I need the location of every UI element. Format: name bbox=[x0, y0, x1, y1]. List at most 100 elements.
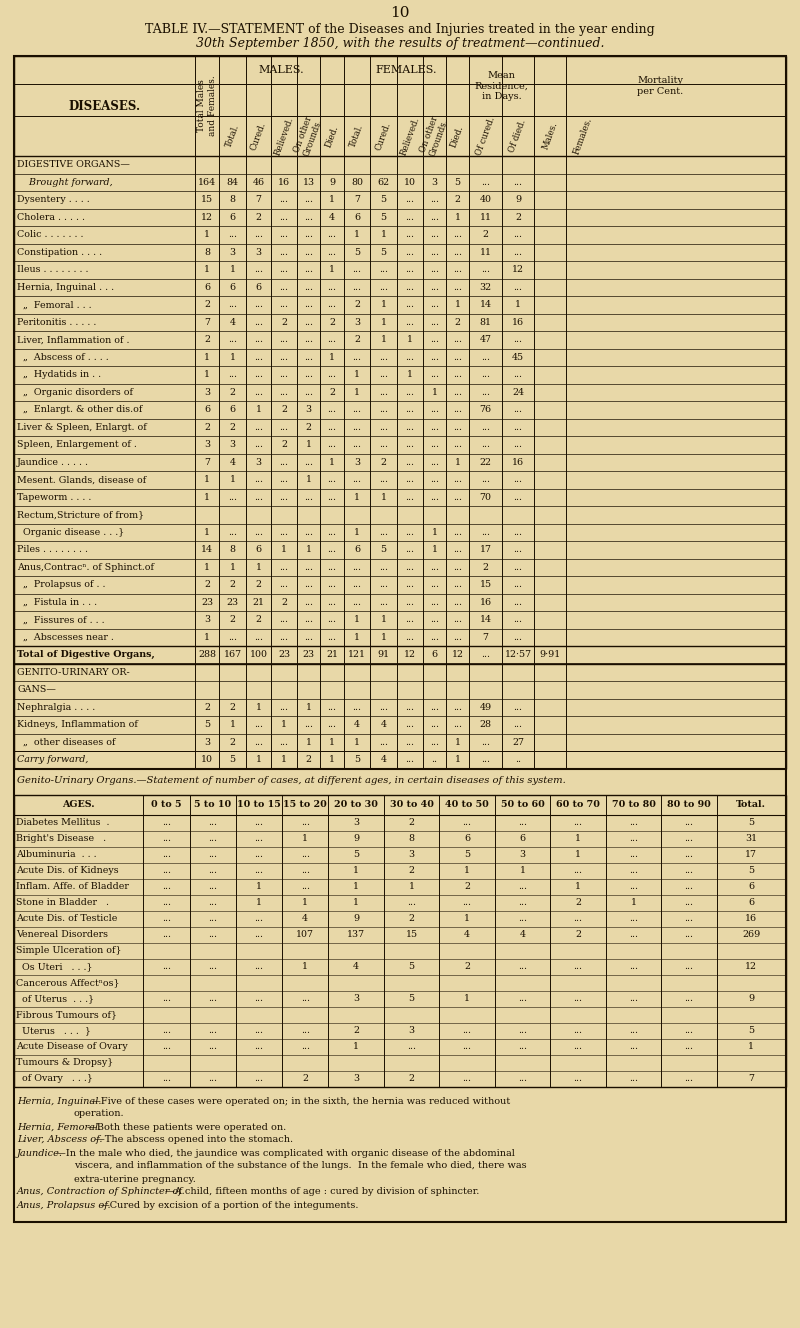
Text: ...: ... bbox=[481, 441, 490, 449]
Text: Fibrous Tumours of}: Fibrous Tumours of} bbox=[16, 1011, 117, 1019]
Text: ...: ... bbox=[208, 882, 218, 891]
Text: 9: 9 bbox=[353, 914, 359, 923]
Text: 15: 15 bbox=[406, 930, 418, 939]
Text: 76: 76 bbox=[479, 405, 491, 414]
Text: 1: 1 bbox=[329, 738, 335, 746]
Text: 1: 1 bbox=[353, 898, 359, 907]
Text: ...: ... bbox=[453, 266, 462, 275]
Text: ...: ... bbox=[279, 230, 289, 239]
Text: 1: 1 bbox=[230, 475, 235, 485]
Text: ...: ... bbox=[518, 914, 527, 923]
Text: ...: ... bbox=[379, 527, 388, 537]
Text: 4: 4 bbox=[381, 756, 386, 764]
Text: ...: ... bbox=[254, 850, 263, 859]
Text: ...: ... bbox=[353, 266, 362, 275]
Text: „  Fissures of . . .: „ Fissures of . . . bbox=[17, 615, 105, 624]
Text: 16: 16 bbox=[746, 914, 758, 923]
Text: ...: ... bbox=[304, 720, 313, 729]
Text: ...: ... bbox=[430, 317, 439, 327]
Text: ...: ... bbox=[406, 248, 414, 256]
Text: ...: ... bbox=[629, 1027, 638, 1035]
Text: ...: ... bbox=[327, 615, 337, 624]
Text: ...: ... bbox=[685, 1027, 694, 1035]
Text: viscera, and inflammation of the substance of the lungs.  In the female who died: viscera, and inflammation of the substan… bbox=[74, 1162, 526, 1170]
Text: Bright's Disease   .: Bright's Disease . bbox=[16, 834, 106, 843]
Text: ...: ... bbox=[254, 230, 263, 239]
Text: ...: ... bbox=[430, 248, 439, 256]
Text: 1: 1 bbox=[354, 632, 360, 641]
Text: 27: 27 bbox=[512, 738, 524, 746]
Text: —Five of these cases were operated on; in the sixth, the hernia was reduced with: —Five of these cases were operated on; i… bbox=[91, 1097, 510, 1105]
Text: ...: ... bbox=[304, 300, 313, 309]
Text: 5: 5 bbox=[748, 818, 754, 827]
Text: ...: ... bbox=[685, 834, 694, 843]
Text: ...: ... bbox=[406, 738, 414, 746]
Text: ...: ... bbox=[685, 1074, 694, 1084]
Text: ...: ... bbox=[379, 441, 388, 449]
Text: 5 to 10: 5 to 10 bbox=[194, 799, 231, 809]
Text: 32: 32 bbox=[479, 283, 491, 292]
Text: 14: 14 bbox=[479, 615, 491, 624]
Text: ...: ... bbox=[254, 993, 263, 1003]
Text: 20 to 30: 20 to 30 bbox=[334, 799, 378, 809]
Text: 80: 80 bbox=[351, 178, 363, 187]
Text: ...: ... bbox=[254, 1042, 263, 1050]
Text: 17: 17 bbox=[479, 546, 491, 554]
Text: 5: 5 bbox=[230, 756, 235, 764]
Text: 3: 3 bbox=[306, 405, 311, 414]
Text: 80 to 90: 80 to 90 bbox=[667, 799, 710, 809]
Text: 2: 2 bbox=[409, 914, 414, 923]
Text: 6: 6 bbox=[204, 405, 210, 414]
Text: 3: 3 bbox=[255, 458, 262, 466]
Text: ...: ... bbox=[279, 371, 289, 380]
Text: ...: ... bbox=[327, 441, 337, 449]
Text: 9: 9 bbox=[353, 834, 359, 843]
Text: ...: ... bbox=[453, 371, 462, 380]
Text: ...: ... bbox=[327, 422, 337, 432]
Text: ...: ... bbox=[304, 317, 313, 327]
Text: 22: 22 bbox=[479, 458, 491, 466]
Text: ...: ... bbox=[406, 422, 414, 432]
Text: ...: ... bbox=[162, 1027, 171, 1035]
Text: Carry forward,: Carry forward, bbox=[17, 756, 88, 764]
Text: 28: 28 bbox=[479, 720, 491, 729]
Text: ...: ... bbox=[327, 527, 337, 537]
Text: Acute Dis. of Testicle: Acute Dis. of Testicle bbox=[16, 914, 118, 923]
Text: 3: 3 bbox=[230, 248, 235, 256]
Text: Anus,Contracⁿ. of Sphinct.of: Anus,Contracⁿ. of Sphinct.of bbox=[17, 563, 154, 572]
Text: ...: ... bbox=[518, 1074, 527, 1084]
Text: ...: ... bbox=[685, 882, 694, 891]
Text: 2: 2 bbox=[353, 1027, 359, 1035]
Text: ...: ... bbox=[279, 266, 289, 275]
Text: ...: ... bbox=[481, 353, 490, 361]
Text: ...: ... bbox=[228, 300, 237, 309]
Text: 3: 3 bbox=[409, 1027, 414, 1035]
Text: ...: ... bbox=[304, 388, 313, 397]
Text: 10: 10 bbox=[201, 756, 213, 764]
Text: ...: ... bbox=[379, 283, 388, 292]
Text: ...: ... bbox=[453, 720, 462, 729]
Text: ...: ... bbox=[406, 388, 414, 397]
Text: ...: ... bbox=[629, 882, 638, 891]
Text: ...: ... bbox=[304, 458, 313, 466]
Text: 2: 2 bbox=[230, 388, 235, 397]
Text: 4: 4 bbox=[329, 212, 335, 222]
Text: „  Organic disorders of: „ Organic disorders of bbox=[17, 388, 133, 397]
Text: Jaundice . . . . .: Jaundice . . . . . bbox=[17, 458, 89, 466]
Text: 2: 2 bbox=[281, 317, 287, 327]
Text: ...: ... bbox=[327, 230, 337, 239]
Text: ...: ... bbox=[430, 598, 439, 607]
Text: Hernia, Femoral.: Hernia, Femoral. bbox=[17, 1122, 102, 1131]
Text: ...: ... bbox=[514, 335, 522, 344]
Text: ...: ... bbox=[685, 818, 694, 827]
Text: ...: ... bbox=[453, 580, 462, 590]
Text: ...: ... bbox=[430, 441, 439, 449]
Text: ...: ... bbox=[353, 353, 362, 361]
Text: ...: ... bbox=[481, 651, 490, 659]
Text: 1: 1 bbox=[306, 703, 311, 712]
Text: ...: ... bbox=[301, 993, 310, 1003]
Text: ...: ... bbox=[304, 266, 313, 275]
Text: ...: ... bbox=[407, 1042, 416, 1050]
Text: ...: ... bbox=[304, 493, 313, 502]
Text: 2: 2 bbox=[381, 458, 386, 466]
